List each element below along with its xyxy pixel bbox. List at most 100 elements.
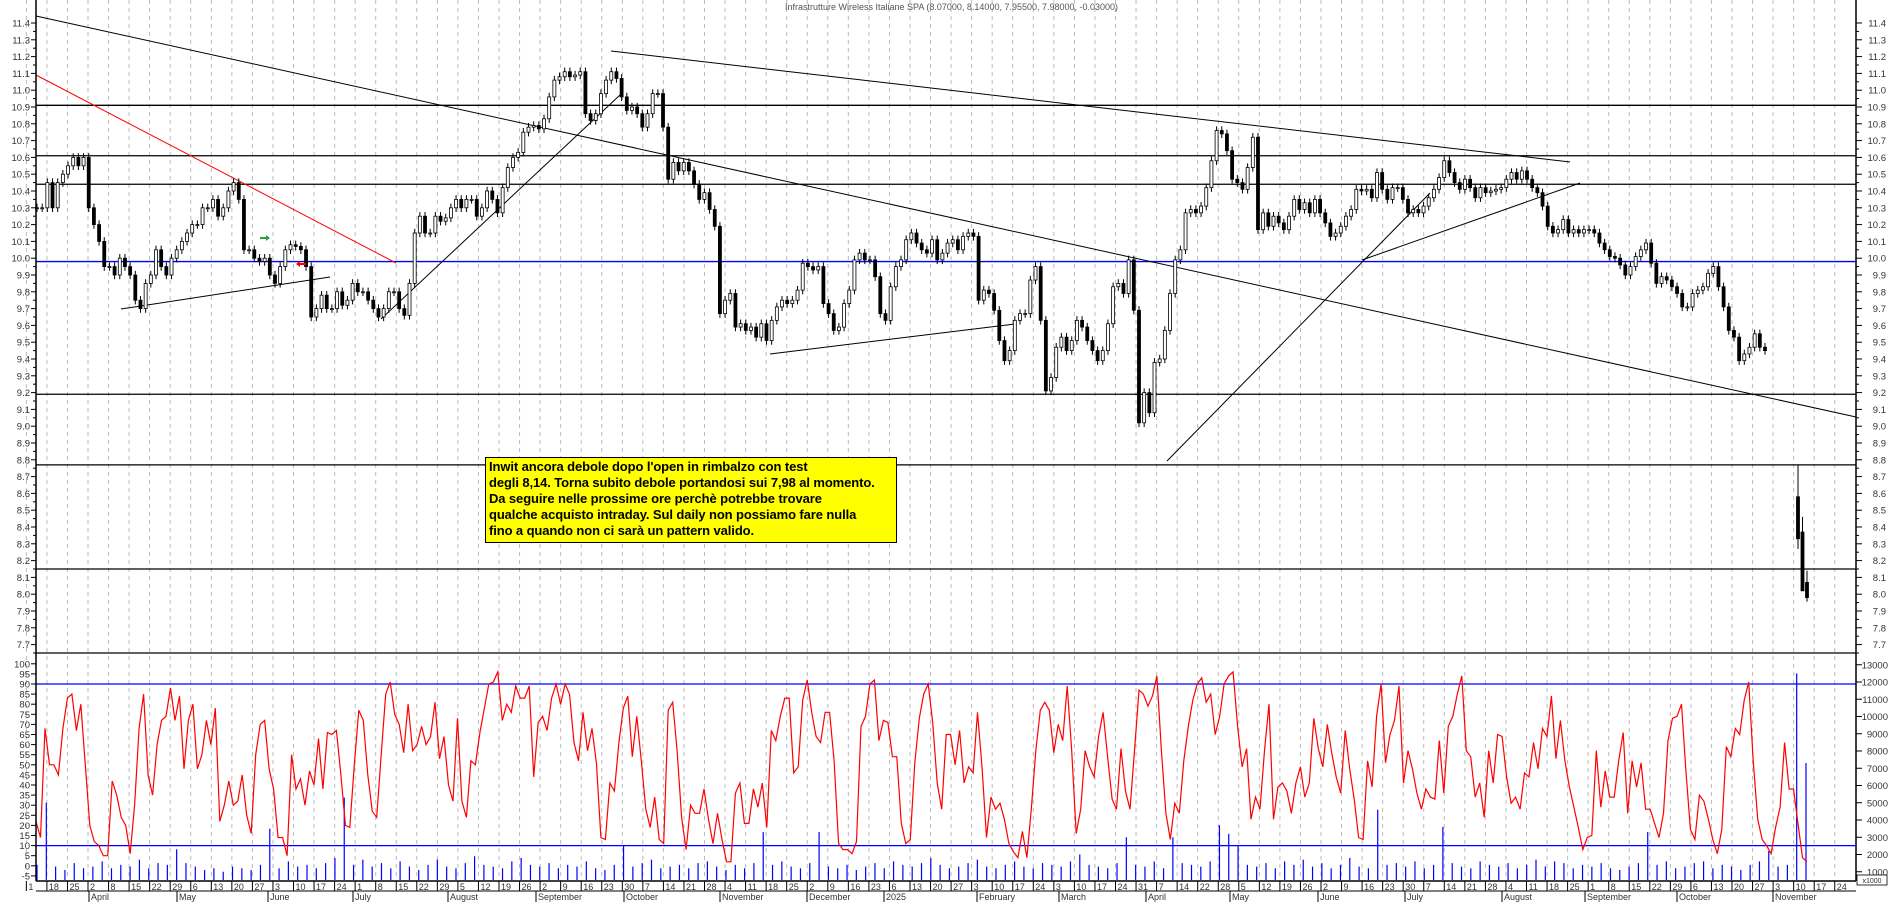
candle-body bbox=[940, 252, 945, 261]
candle bbox=[288, 240, 293, 254]
trend-line bbox=[769, 323, 1016, 355]
candle bbox=[195, 220, 200, 229]
day-label: 8 bbox=[378, 882, 383, 892]
candle bbox=[1230, 146, 1235, 184]
candle bbox=[599, 89, 603, 118]
oscillator-tick-label: 30 bbox=[19, 801, 30, 812]
candle bbox=[262, 254, 267, 266]
candle bbox=[604, 75, 609, 98]
candle-body bbox=[723, 299, 727, 315]
candle-body bbox=[1737, 336, 1742, 362]
candle-body bbox=[1499, 187, 1504, 190]
candle bbox=[1706, 269, 1710, 291]
candle-body bbox=[1359, 188, 1364, 192]
price-tick-label-left: 11.3 bbox=[12, 35, 30, 46]
candle-body bbox=[883, 313, 888, 321]
candle-body bbox=[1369, 188, 1374, 199]
candle-body bbox=[1328, 222, 1333, 237]
month-label: October bbox=[1679, 892, 1711, 902]
candle bbox=[1582, 225, 1586, 238]
candle bbox=[785, 296, 790, 308]
candle-body bbox=[1747, 346, 1752, 355]
candle-body bbox=[624, 96, 629, 111]
day-label: 27 bbox=[953, 882, 963, 892]
candle bbox=[1312, 195, 1317, 218]
oscillator-tick-label: 90 bbox=[19, 680, 30, 691]
candle bbox=[924, 245, 929, 258]
candle-body bbox=[267, 257, 272, 276]
month-label: December bbox=[809, 892, 851, 902]
candle-body bbox=[1628, 266, 1633, 276]
month-label: June bbox=[1320, 892, 1340, 902]
oscillator bbox=[35, 669, 1808, 863]
candle bbox=[474, 195, 479, 221]
candle bbox=[221, 203, 226, 221]
candle-body bbox=[1043, 319, 1048, 392]
candle bbox=[1483, 183, 1488, 197]
candle bbox=[45, 178, 50, 212]
candle bbox=[516, 148, 521, 162]
day-label: 27 bbox=[1755, 882, 1765, 892]
day-label: 28 bbox=[1220, 882, 1230, 892]
candle-body bbox=[1400, 187, 1405, 200]
candle-body bbox=[1395, 187, 1400, 190]
day-label: 22 bbox=[1200, 882, 1210, 892]
candle-body bbox=[1494, 188, 1498, 192]
oscillator-tick-label: 95 bbox=[19, 669, 30, 680]
candle-body bbox=[966, 232, 971, 237]
price-tick-label-left: 11.2 bbox=[12, 52, 30, 63]
horizontal-levels bbox=[36, 104, 1856, 847]
month-label: June bbox=[270, 892, 290, 902]
candle bbox=[1168, 289, 1172, 335]
candle bbox=[1742, 349, 1747, 365]
candle-body bbox=[1219, 130, 1224, 135]
candle-body bbox=[112, 266, 117, 276]
candle-body bbox=[443, 217, 448, 222]
candle bbox=[205, 203, 210, 212]
price-tick-label-left: 8.3 bbox=[17, 539, 30, 550]
candle-body bbox=[1680, 293, 1685, 308]
candle-body bbox=[1514, 172, 1519, 180]
day-label: 7 bbox=[645, 882, 650, 892]
candle bbox=[899, 255, 903, 271]
oscillator-tick-label: 100 bbox=[14, 659, 30, 670]
candle bbox=[231, 178, 236, 196]
candle bbox=[542, 114, 546, 134]
candle-body bbox=[749, 326, 753, 331]
candle-body bbox=[459, 198, 464, 209]
candle bbox=[402, 304, 407, 320]
oscillator-tick-label: 5 bbox=[25, 851, 30, 862]
oscillator-line bbox=[35, 669, 1808, 863]
candle-body bbox=[1307, 202, 1312, 214]
candle bbox=[1535, 183, 1540, 197]
candle-body bbox=[1796, 496, 1800, 540]
candle bbox=[1054, 343, 1059, 382]
candle bbox=[1142, 388, 1147, 428]
candle-body bbox=[842, 303, 846, 328]
candle-body bbox=[738, 323, 743, 328]
candle-body bbox=[221, 207, 226, 217]
candle bbox=[1090, 336, 1095, 355]
price-tick-label-left: 9.8 bbox=[17, 287, 30, 298]
annotation-line: degli 8,14. Torna subito debole portando… bbox=[489, 475, 875, 490]
day-label: 5 bbox=[1241, 882, 1246, 892]
candle-body bbox=[1530, 178, 1535, 189]
candle bbox=[464, 195, 469, 212]
candle bbox=[1701, 282, 1705, 295]
day-label: 14 bbox=[1179, 882, 1189, 892]
day-label: 26 bbox=[1302, 882, 1312, 892]
candle bbox=[852, 255, 857, 295]
candle bbox=[1204, 183, 1209, 211]
candle-body bbox=[50, 182, 55, 209]
candle bbox=[490, 186, 495, 204]
candle bbox=[381, 304, 386, 322]
candle-body bbox=[304, 249, 308, 268]
candle bbox=[273, 270, 277, 288]
candle-body bbox=[428, 232, 433, 235]
day-label: 24 bbox=[1035, 882, 1045, 892]
price-tick-label-left: 8.7 bbox=[17, 472, 30, 483]
candle bbox=[1457, 178, 1462, 194]
day-label: 2 bbox=[1323, 882, 1328, 892]
day-label: 15 bbox=[1631, 882, 1641, 892]
candle-body bbox=[1256, 136, 1260, 231]
